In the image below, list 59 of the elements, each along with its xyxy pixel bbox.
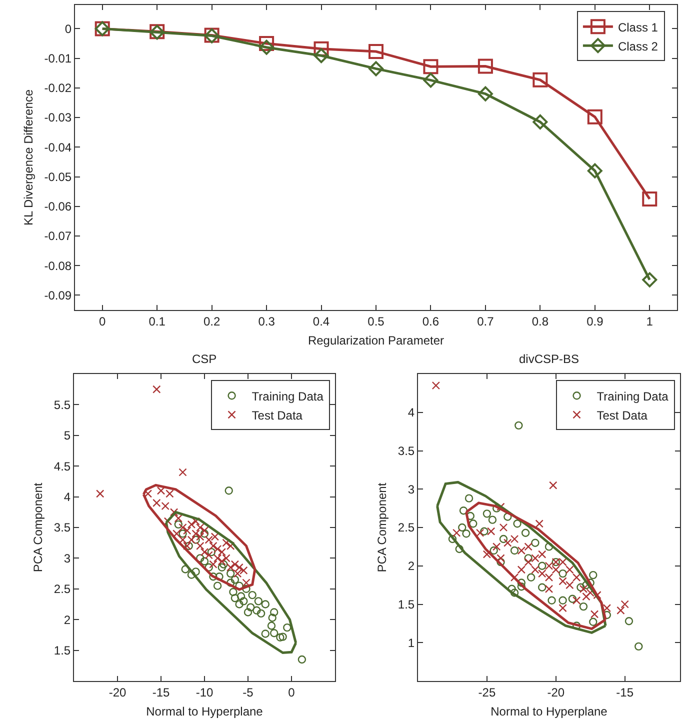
legend-label: Class 2 [618,39,658,54]
y-tick-label: 0 [64,22,72,36]
y-tick-label: 2.5 [54,582,71,596]
y-tick-label: 5.5 [54,398,71,412]
x-tick-label: 0.6 [422,314,440,328]
x-axis-title: Normal to Hyperplane [146,704,264,718]
y-tick-label: 3.5 [398,444,415,458]
x-axis-title: Normal to Hyperplane [490,704,608,718]
x-tick-label: -20 [108,685,126,700]
x-tick-label: -25 [478,685,496,700]
y-tick-label: -0.02 [44,81,72,96]
x-tick-label: 0.8 [532,314,549,328]
legend-label: Test Data [596,408,648,422]
x-tick-label: 1 [646,314,654,328]
x-tick-label: 0 [99,314,106,328]
x-tick-label: 0.1 [148,314,166,328]
x-tick-label: 0.7 [477,314,494,328]
y-tick-label: 5 [64,428,71,443]
y-tick-label: 4 [64,490,71,504]
x-tick-label: 0.3 [258,314,276,328]
x-tick-label: -15 [616,685,634,700]
y-axis-title: PCA Component [375,482,390,572]
y-tick-label: 2 [64,612,71,627]
y-tick-label: -0.06 [44,200,72,214]
x-axis-title: Regularization Parameter [308,333,444,348]
y-tick-label: 1.5 [54,644,71,658]
x-tick-label: 0.9 [586,314,604,328]
y-tick-label: 4.5 [54,459,71,474]
x-tick-label: -10 [196,685,214,700]
x-tick-label: -5 [242,685,254,700]
y-tick-label: 2.5 [398,520,415,535]
x-tick-label: 0 [288,685,296,700]
y-tick-label: 3.5 [54,520,71,535]
y-axis-title: PCA Component [31,482,46,572]
chart-title: divCSP-BS [519,352,580,366]
y-tick-label: -0.08 [44,258,72,273]
legend-label: Test Data [252,408,303,422]
y-tick-label: 1.5 [398,597,415,612]
y-tick-label: 3 [408,482,415,496]
legend-label: Training Data [252,389,324,404]
legend-label: Class 1 [618,20,658,34]
y-tick-label: -0.09 [44,288,72,302]
x-tick-label: -15 [152,685,170,700]
y-tick-label: 1 [408,636,415,650]
y-tick-label: -0.04 [44,140,72,154]
y-tick-label: 3 [64,551,71,566]
x-tick-label: 0.4 [312,314,330,328]
y-tick-label: -0.05 [44,170,72,184]
y-tick-label: -0.03 [44,110,72,125]
y-tick-label: -0.01 [44,52,72,66]
y-tick-label: 4 [408,406,415,420]
y-tick-label: -0.07 [44,229,72,244]
legend-label: Training Data [596,389,669,404]
chart-title: CSP [192,352,217,366]
y-axis-title: KL Divergence Difference [22,89,36,226]
y-tick-label: 2 [408,559,415,574]
x-tick-label: -20 [547,685,565,700]
x-tick-label: 0.5 [368,314,385,328]
x-tick-label: 0.2 [203,314,220,328]
